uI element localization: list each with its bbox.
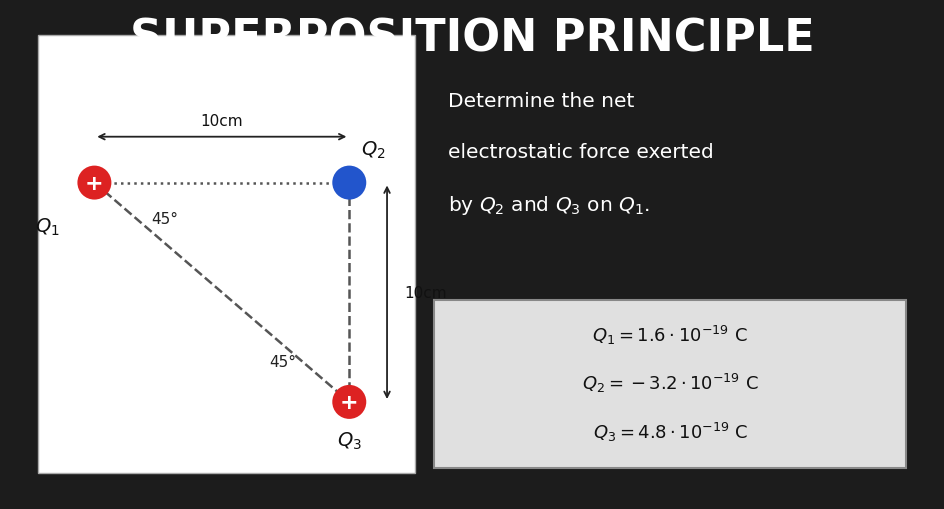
Text: by $Q_2$ and $Q_3$ on $Q_1$.: by $Q_2$ and $Q_3$ on $Q_1$. (448, 193, 650, 216)
Text: 45°: 45° (151, 211, 178, 226)
Text: $Q_1 = 1.6 \cdot 10^{-19}\ \mathrm{C}$: $Q_1 = 1.6 \cdot 10^{-19}\ \mathrm{C}$ (593, 323, 748, 346)
Text: $Q_3$: $Q_3$ (337, 430, 362, 451)
Ellipse shape (332, 166, 366, 200)
Text: 10cm: 10cm (404, 285, 447, 300)
Bar (434, 300, 906, 468)
Text: 10cm: 10cm (200, 114, 244, 128)
Text: $Q_3 = 4.8 \cdot 10^{-19}\ \mathrm{C}$: $Q_3 = 4.8 \cdot 10^{-19}\ \mathrm{C}$ (593, 420, 748, 443)
Text: +: + (340, 392, 359, 412)
Text: $Q_2 = -3.2 \cdot 10^{-19}\ \mathrm{C}$: $Q_2 = -3.2 \cdot 10^{-19}\ \mathrm{C}$ (582, 372, 759, 394)
Text: +: + (85, 173, 104, 193)
Text: 45°: 45° (269, 354, 296, 369)
Bar (38, 36, 415, 473)
Text: SUPERPOSITION PRINCIPLE: SUPERPOSITION PRINCIPLE (129, 18, 815, 61)
Ellipse shape (77, 166, 111, 200)
Text: $Q_2$: $Q_2$ (361, 139, 385, 161)
Text: Determine the net: Determine the net (448, 92, 634, 110)
Text: $Q_1$: $Q_1$ (35, 216, 59, 237)
Ellipse shape (332, 385, 366, 419)
Text: electrostatic force exerted: electrostatic force exerted (448, 143, 715, 161)
